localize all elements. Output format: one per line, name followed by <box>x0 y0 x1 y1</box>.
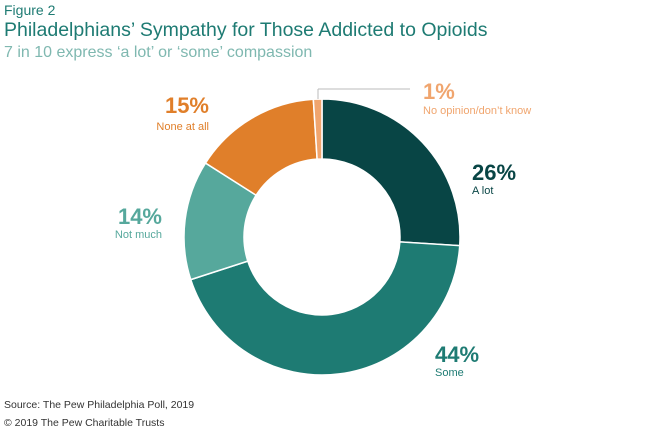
donut-slice-no-opinion-don-t-know <box>312 98 323 160</box>
slice-value-no-opinion: 1% <box>423 79 455 104</box>
slice-label-some: Some <box>435 367 464 379</box>
chart-title: Philadelphians’ Sympathy for Those Addic… <box>4 19 488 41</box>
slice-label-a-lot: A lot <box>472 185 493 197</box>
slice-value-some: 44% <box>435 342 479 367</box>
slice-label-no-opinion: No opinion/don’t know <box>423 105 531 117</box>
slice-label-not-much: Not much <box>115 229 162 241</box>
chart-subtitle: 7 in 10 express ‘a lot’ or ‘some’ compas… <box>4 44 313 61</box>
slice-label-none-at-all: None at all <box>156 121 209 133</box>
slice-value-none-at-all: 15% <box>165 93 209 118</box>
slice-value-a-lot: 26% <box>472 160 516 185</box>
slice-value-not-much: 14% <box>118 204 162 229</box>
figure-label: Figure 2 <box>4 2 56 18</box>
donut-slice-some <box>189 241 461 376</box>
source-note: Source: The Pew Philadelphia Poll, 2019 <box>4 399 195 411</box>
copyright-note: © 2019 The Pew Charitable Trusts <box>4 417 165 429</box>
donut-slice-a-lot <box>321 98 461 247</box>
